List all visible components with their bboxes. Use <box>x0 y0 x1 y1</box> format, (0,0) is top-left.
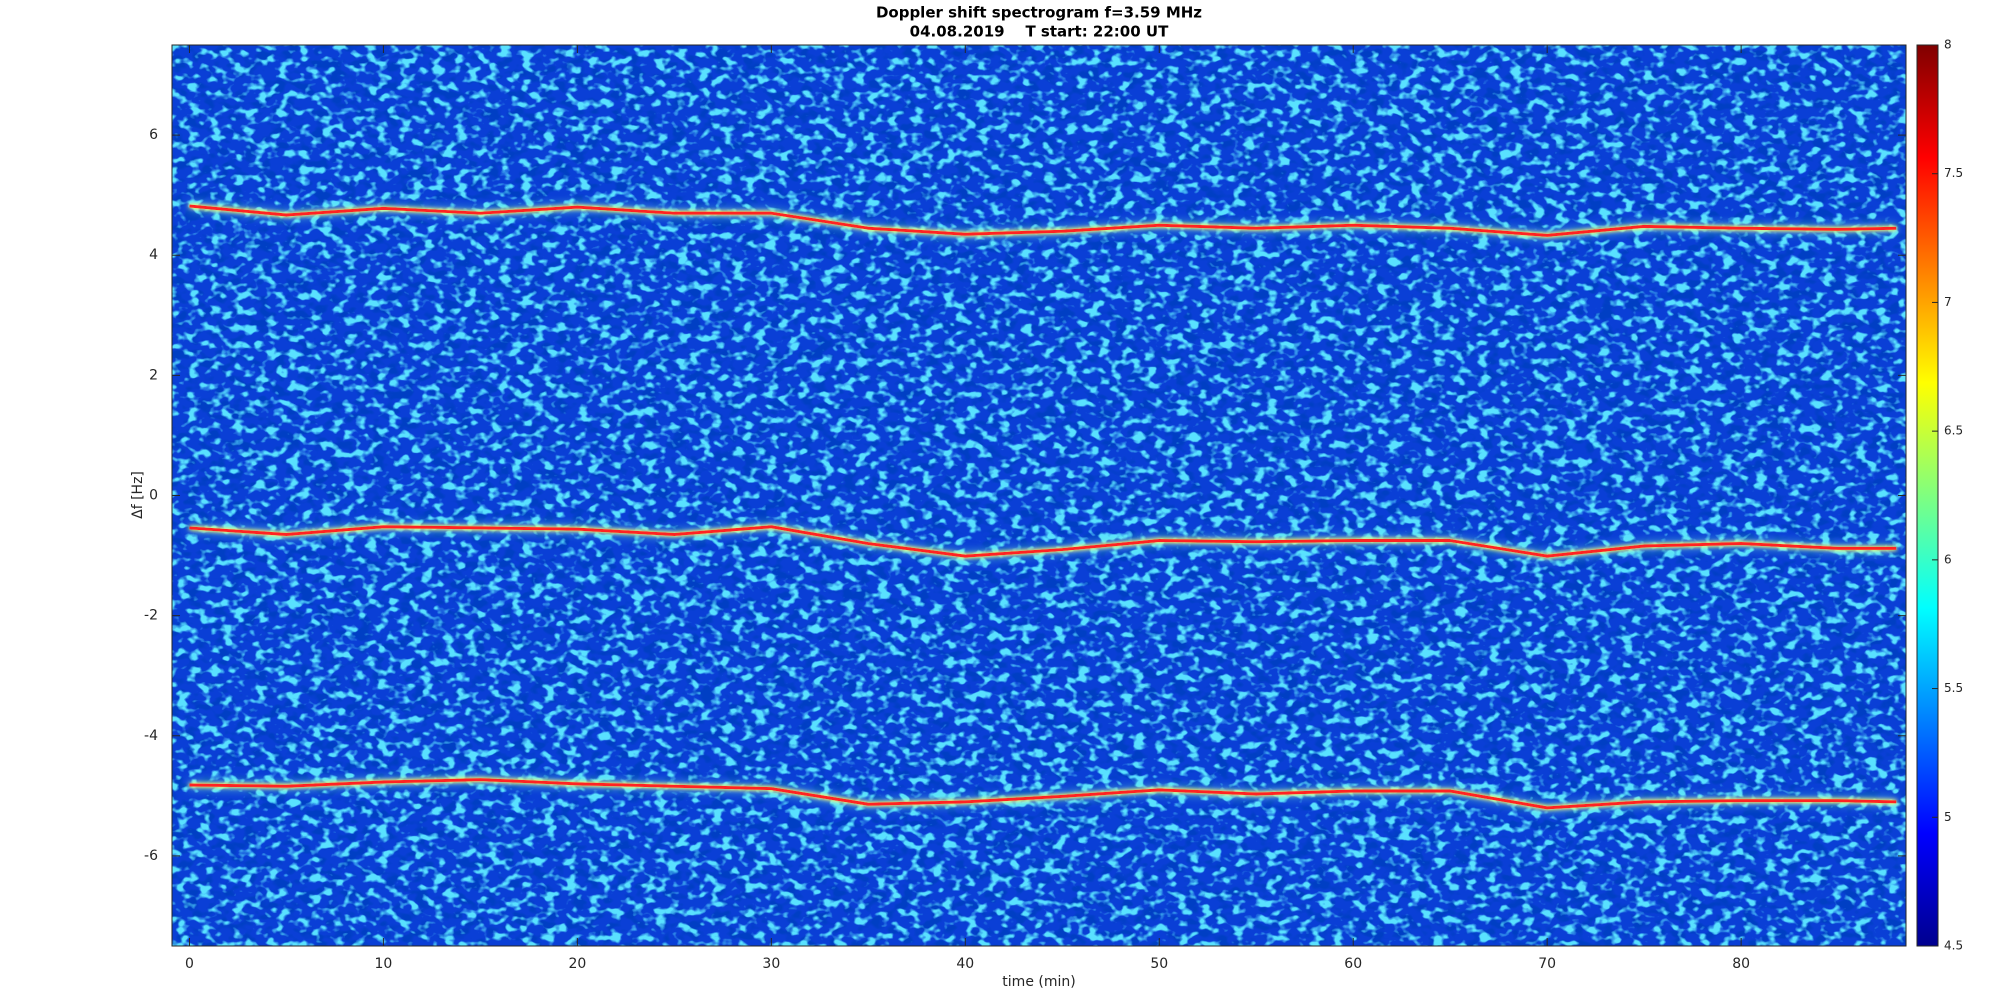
y-tick-label: 2 <box>149 367 158 383</box>
colorbar-tick-label: 6 <box>1944 552 1952 566</box>
chart-subtitle: 04.08.2019 T start: 22:00 UT <box>910 23 1169 41</box>
y-tick-label: 0 <box>149 488 158 504</box>
doppler-trace <box>189 204 1897 237</box>
x-tick-label: 20 <box>568 956 586 972</box>
y-tick-label: -2 <box>144 608 158 624</box>
x-tick-label: 80 <box>1732 956 1750 972</box>
x-tick-label: 0 <box>185 956 194 972</box>
spectrogram-background <box>172 45 1906 946</box>
doppler-trace <box>189 778 1897 810</box>
y-tick-label: 6 <box>149 127 158 143</box>
y-axis-label: Δf [Hz] <box>130 471 146 519</box>
x-tick-label: 40 <box>956 956 974 972</box>
doppler-trace <box>189 525 1897 558</box>
x-tick-label: 70 <box>1538 956 1556 972</box>
y-tick-label: -4 <box>144 728 158 744</box>
chart-title: Doppler shift spectrogram f=3.59 MHz <box>876 4 1202 22</box>
x-axis-label: time (min) <box>1002 974 1075 990</box>
noise-bright <box>172 45 1906 946</box>
x-tick-label: 30 <box>762 956 780 972</box>
colorbar-tick-label: 6.5 <box>1944 424 1963 438</box>
colorbar-tick-label: 7.5 <box>1944 166 1963 180</box>
y-tick-label: 4 <box>149 247 158 263</box>
x-tick-label: 60 <box>1344 956 1362 972</box>
colorbar-tick-label: 7 <box>1944 295 1952 309</box>
colorbar <box>1916 44 1939 947</box>
colorbar-tick-label: 5 <box>1944 810 1952 824</box>
x-tick-label: 50 <box>1150 956 1168 972</box>
x-tick-label: 10 <box>375 956 393 972</box>
colorbar-tick-label: 5.5 <box>1944 681 1963 695</box>
colorbar-tick-label: 4.5 <box>1944 939 1963 953</box>
y-tick-label: -6 <box>144 848 158 864</box>
colorbar-tick-label: 8 <box>1944 38 1952 52</box>
traces <box>189 204 1897 810</box>
